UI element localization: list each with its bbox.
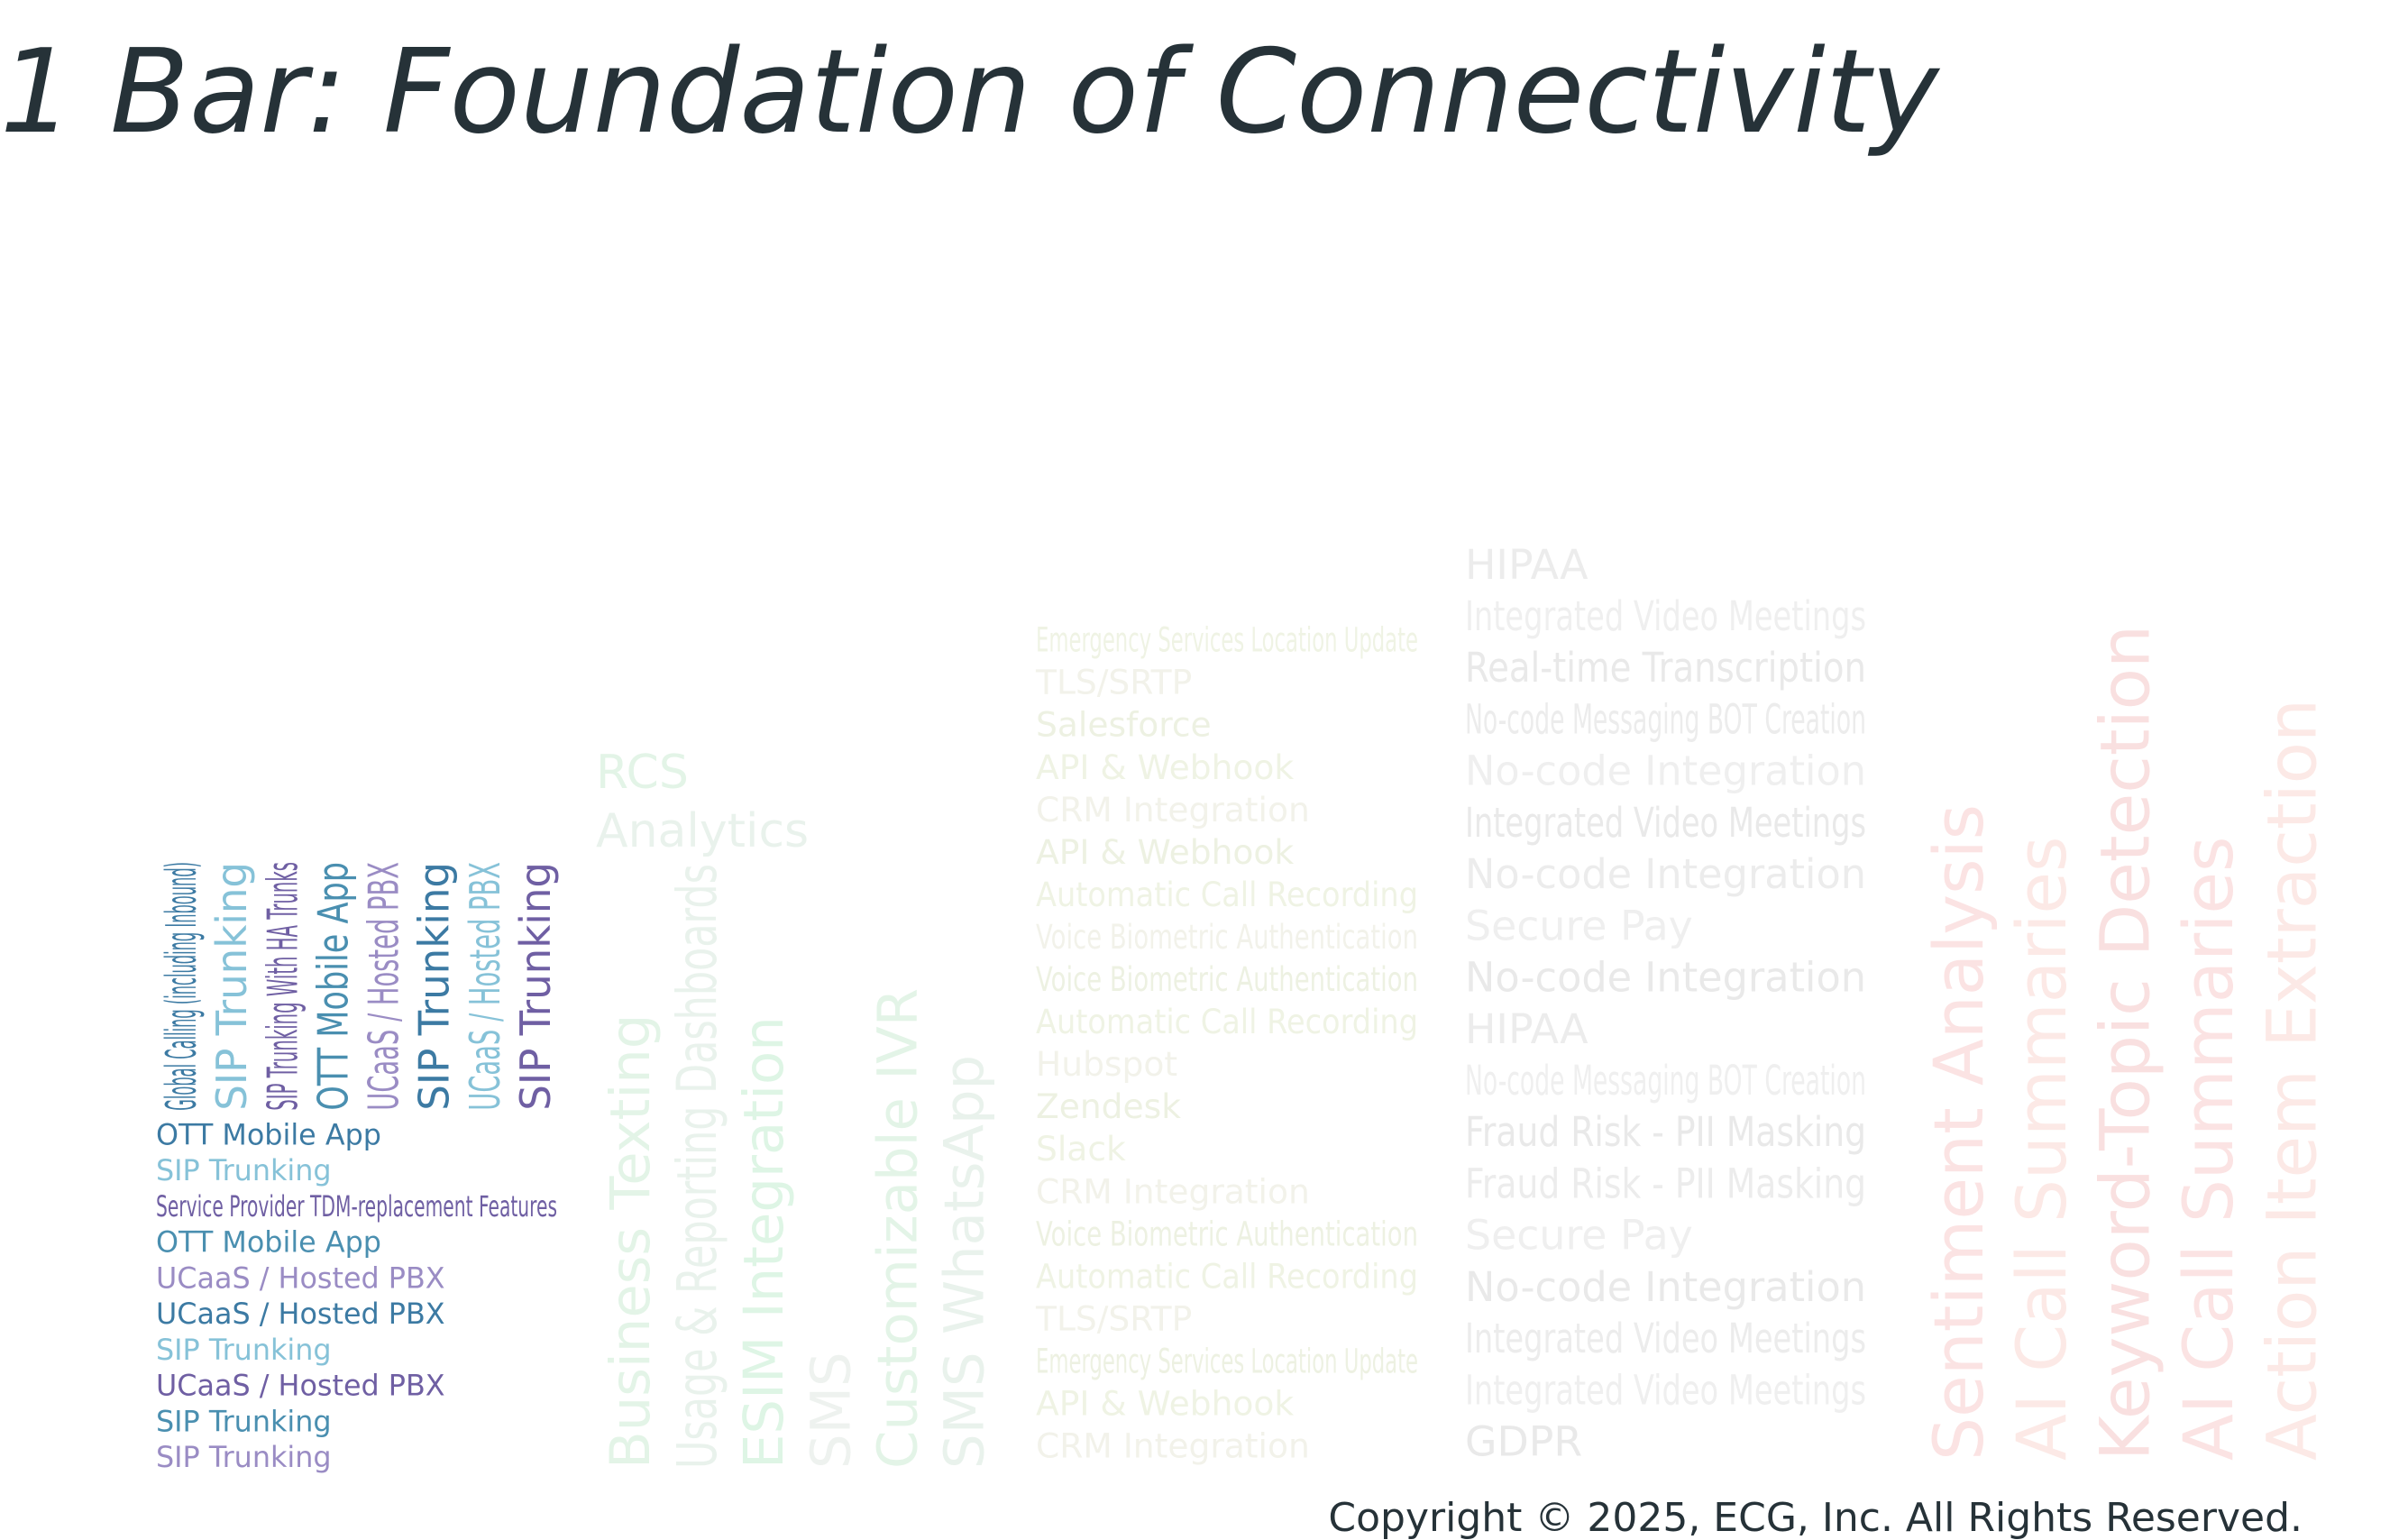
cloud-word: SMS WhatsApp: [934, 1055, 997, 1469]
cloud-word: Usage & Reporting Dashboards: [666, 864, 729, 1469]
cloud-word: Automatic Call Recording: [1036, 1256, 1418, 1296]
cloud-word: Emergency Services Location Update: [1036, 620, 1418, 660]
word-cloud-bar: Global Calling (including Inbound) SIP Tr…: [156, 862, 560, 1474]
cloud-word: Keyword-Topic Detection: [2086, 625, 2165, 1461]
cloud-word: Voice Biometric Authentication: [1036, 1214, 1418, 1253]
cloud-word: Real-time Transcription: [1465, 643, 1866, 692]
cloud-word: Customizable IVR: [867, 988, 930, 1469]
cloud-word: Fraud Risk - PII Masking: [1465, 1159, 1866, 1207]
cloud-word: Secure Pay: [1465, 1211, 1693, 1260]
cloud-word: CRM Integration: [1036, 1171, 1310, 1211]
cloud-word: RCS: [596, 746, 689, 800]
cloud-word: Automatic Call Recording: [1036, 875, 1418, 914]
cloud-word: AI Call Summaries: [2002, 837, 2082, 1462]
cloud-word: Service Provider TDM-replacement Feature…: [156, 1190, 557, 1224]
cloud-word: GDPR: [1465, 1417, 1582, 1466]
cloud-word: SIP Trunking With HA Trunks: [258, 862, 307, 1111]
cloud-word: Sentiment Analysis: [1919, 804, 1999, 1461]
cloud-word: SIP Trunking: [511, 862, 560, 1111]
slide-title: 1 Bar: Foundation of Connectivity: [0, 25, 1941, 160]
cloud-word: SIP Trunking: [156, 1405, 332, 1438]
copyright: Copyright © 2025, ECG, Inc. All Rights R…: [1328, 1495, 2303, 1540]
cloud-word: HIPAA: [1465, 540, 1589, 589]
cloud-word: UCaaS / Hosted PBX: [461, 862, 509, 1111]
cloud-word: Integrated Video Meetings: [1465, 591, 1866, 640]
cloud-word: Integrated Video Meetings: [1465, 1365, 1866, 1414]
cloud-word: ESIM Integration: [733, 1016, 796, 1469]
cloud-word: SIP Trunking: [156, 1441, 332, 1474]
cloud-word: TLS/SRTP: [1035, 663, 1192, 702]
cloud-word: No-code Integration: [1465, 953, 1866, 1002]
cloud-word: Automatic Call Recording: [1036, 1002, 1418, 1041]
cloud-word: UCaaS / Hosted PBX: [156, 1261, 445, 1295]
cloud-word: CRM Integration: [1036, 790, 1310, 830]
cloud-word: No-code Integration: [1465, 849, 1866, 898]
word-cloud-bar: Sentiment Analysis AI Call Summaries Keywo…: [1919, 625, 2332, 1461]
cloud-word: Fraud Risk - PII Masking: [1465, 1107, 1866, 1156]
cloud-word: No-code Integration: [1465, 1262, 1866, 1311]
cloud-word: SMS: [800, 1352, 863, 1469]
cloud-word: AI Call Summaries: [2169, 837, 2248, 1462]
cloud-word: UCaaS / Hosted PBX: [156, 1297, 445, 1331]
cloud-word: Voice Biometric Authentication: [1036, 917, 1418, 957]
cloud-word: No-code Integration: [1465, 747, 1866, 795]
cloud-word: Integrated Video Meetings: [1465, 798, 1866, 847]
cloud-word: OTT Mobile App: [156, 1119, 381, 1152]
cloud-word: SIP Trunking: [156, 1334, 332, 1367]
cloud-word: No-code Messaging BOT Creation: [1465, 694, 1866, 743]
cloud-word: Emergency Services Location Update: [1036, 1342, 1418, 1381]
cloud-word: Business Texting: [600, 1014, 663, 1469]
cloud-word: Secure Pay: [1465, 901, 1693, 949]
word-cloud-bar: Emergency Services Location UpdateTLS/SR…: [1035, 620, 1418, 1466]
cloud-word: API & Webhook: [1036, 1384, 1294, 1424]
cloud-word: OTT Mobile App: [156, 1226, 381, 1260]
cloud-word: Voice Biometric Authentication: [1036, 959, 1418, 999]
cloud-word: API & Webhook: [1036, 832, 1294, 872]
cloud-word: No-code Messaging BOT Creation: [1465, 1056, 1866, 1105]
cloud-word: Analytics: [596, 804, 809, 858]
cloud-word: Salesforce: [1036, 705, 1212, 745]
cloud-word: TLS/SRTP: [1035, 1298, 1192, 1338]
cloud-word: OTT Mobile App: [308, 862, 357, 1111]
cloud-word: HIPAA: [1465, 1004, 1589, 1053]
cloud-word: SIP Trunking: [410, 862, 459, 1111]
cloud-word: Global Calling (including Inbound): [157, 862, 206, 1111]
cloud-word: SIP Trunking: [207, 862, 256, 1111]
cloud-word: UCaaS / Hosted PBX: [156, 1370, 445, 1403]
cloud-word: Action Item Extraction: [2252, 699, 2331, 1461]
cloud-word: API & Webhook: [1036, 747, 1294, 787]
cloud-word: Slack: [1036, 1129, 1126, 1169]
cloud-word: CRM Integration: [1036, 1426, 1310, 1466]
cloud-word: Hubspot: [1036, 1044, 1177, 1084]
cloud-word: Zendesk: [1036, 1086, 1181, 1126]
cloud-word: Integrated Video Meetings: [1465, 1314, 1866, 1362]
cloud-word: UCaaS / Hosted PBX: [360, 862, 408, 1111]
cloud-word: SIP Trunking: [156, 1154, 332, 1187]
